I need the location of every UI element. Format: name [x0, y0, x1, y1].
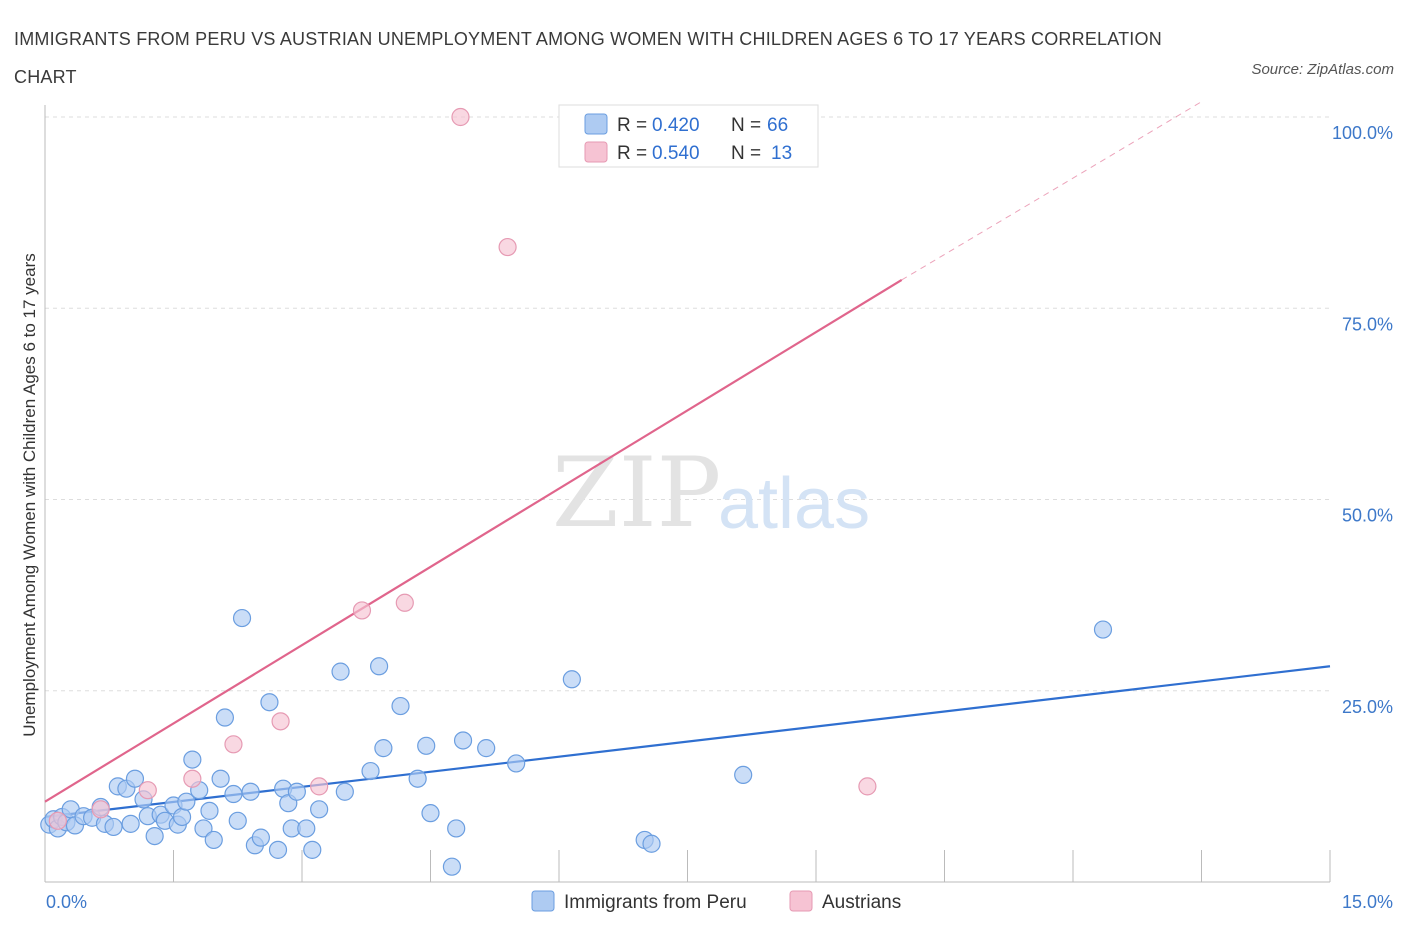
data-point: [361, 761, 380, 781]
data-point: [287, 782, 306, 801]
legend-n-label: N =: [731, 143, 761, 164]
legend-r-value: 0.420: [652, 115, 700, 136]
legend-n-value: 66: [767, 115, 788, 136]
data-point: [408, 769, 427, 788]
bottom-legend-swatch-pink: [789, 890, 813, 912]
data-point: [734, 765, 753, 785]
y-tick-label: 75.0%: [1342, 314, 1393, 334]
data-point: [335, 782, 354, 801]
data-point: [447, 819, 466, 838]
data-point: [172, 807, 192, 827]
legend-swatch-pink: [584, 141, 608, 163]
y-tick-label: 100.0%: [1332, 123, 1393, 143]
bottom-legend: Immigrants from Peru Austrians: [531, 890, 901, 913]
trend-line: [44, 279, 903, 803]
legend-n-value: 13: [771, 143, 792, 164]
data-point: [642, 834, 661, 853]
data-point: [297, 819, 316, 838]
watermark: ZIP atlas: [552, 437, 870, 549]
data-point: [145, 826, 164, 846]
data-point: [251, 828, 270, 847]
data-point: [310, 800, 329, 819]
data-point: [268, 840, 288, 859]
top-legend: R = 0.420 N = 66 R = 0.540 N = 13: [558, 104, 819, 168]
data-point: [370, 657, 389, 676]
legend-r-label: R =: [617, 115, 647, 136]
data-point: [91, 800, 110, 819]
legend-n-label: N =: [731, 115, 761, 136]
y-tick-label: 25.0%: [1342, 697, 1393, 717]
data-point: [442, 857, 462, 876]
data-point: [395, 593, 414, 612]
data-point: [204, 830, 223, 850]
data-point: [228, 811, 247, 830]
data-point: [417, 736, 436, 755]
data-point: [224, 784, 243, 804]
data-point: [498, 237, 517, 257]
x-tick-label: 0.0%: [46, 892, 87, 912]
bottom-legend-swatch-blue: [531, 890, 555, 912]
data-point: [232, 608, 252, 628]
data-point: [48, 811, 67, 830]
y-axis-label: Unemployment Among Women with Children A…: [20, 253, 39, 737]
data-point: [211, 769, 230, 788]
data-point: [183, 750, 202, 769]
tick-labels: 25.0% 50.0% 75.0% 100.0% 0.0% 15.0%: [46, 123, 1393, 912]
data-point: [352, 601, 372, 620]
data-point: [177, 792, 196, 811]
data-point: [507, 754, 526, 773]
trend-line: [901, 101, 1202, 281]
data-point: [562, 670, 581, 689]
data-point: [453, 731, 473, 750]
data-point: [477, 739, 496, 758]
data-point: [271, 712, 290, 731]
grid-lines: [45, 116, 1330, 692]
legend-r-label: R =: [617, 143, 647, 164]
data-point: [241, 782, 260, 801]
data-point: [125, 769, 145, 788]
data-point: [183, 769, 202, 788]
data-point: [310, 777, 329, 796]
data-point: [1093, 620, 1113, 639]
data-point: [303, 840, 322, 859]
data-point: [138, 781, 157, 800]
data-point: [224, 735, 243, 754]
axes: [44, 105, 1331, 883]
y-tick-label: 50.0%: [1342, 506, 1393, 526]
x-tick-label: 15.0%: [1342, 892, 1393, 912]
watermark-atlas: atlas: [718, 464, 870, 544]
data-point: [194, 819, 213, 838]
data-point: [374, 739, 393, 758]
data-point: [421, 804, 440, 823]
bottom-legend-label: Immigrants from Peru: [564, 892, 747, 913]
data-point: [391, 696, 410, 716]
data-point: [200, 801, 219, 820]
data-point: [858, 777, 877, 796]
chart-source: Source: ZipAtlas.com: [1251, 61, 1394, 78]
data-point: [451, 107, 470, 127]
watermark-zip: ZIP: [552, 437, 721, 549]
data-point: [104, 817, 123, 837]
legend-r-value: 0.540: [652, 143, 700, 164]
data-point: [121, 814, 140, 833]
data-point: [331, 662, 350, 681]
legend-swatch-blue: [584, 113, 608, 135]
data-point: [260, 693, 279, 712]
chart-title: IMMIGRANTS FROM PERU VS AUSTRIAN UNEMPLO…: [14, 29, 1162, 87]
bottom-legend-label: Austrians: [822, 892, 901, 913]
data-point: [215, 708, 234, 727]
